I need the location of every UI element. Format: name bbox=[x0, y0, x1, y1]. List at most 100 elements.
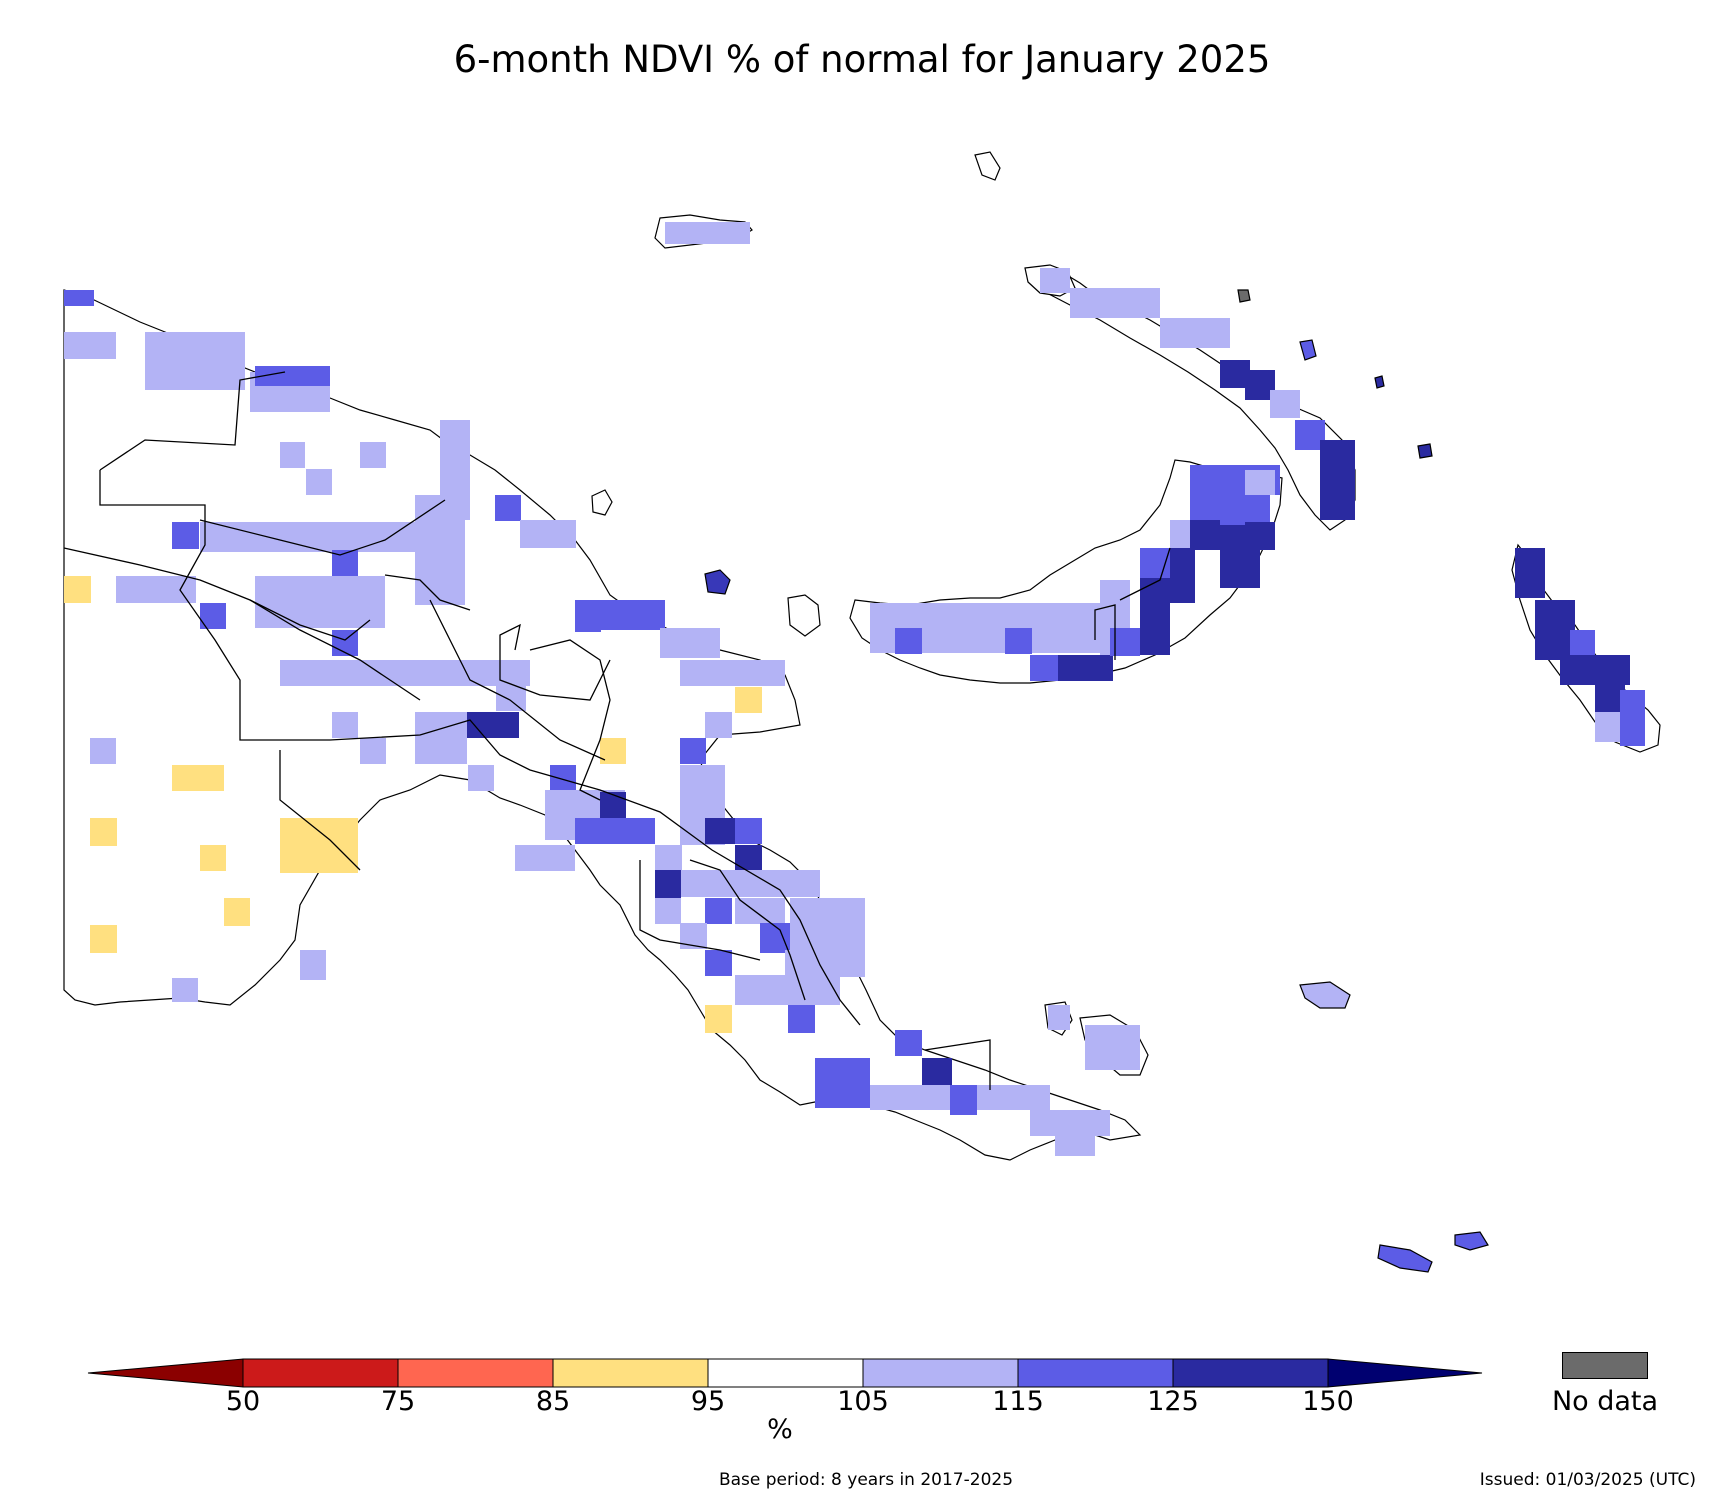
grid-cell bbox=[1320, 440, 1355, 520]
rossel-island bbox=[1454, 1231, 1489, 1251]
colorbar-tick-label: 50 bbox=[225, 1386, 261, 1417]
grid-cell bbox=[332, 712, 358, 738]
grid-cell bbox=[735, 818, 762, 844]
grid-cell bbox=[660, 628, 720, 658]
grid-cell bbox=[90, 818, 117, 846]
grid-cell bbox=[300, 950, 326, 980]
colorbar-tick-label: 125 bbox=[1147, 1386, 1199, 1417]
colorbar-segment bbox=[707, 1358, 864, 1388]
grid-cell bbox=[655, 870, 681, 898]
grid-cell bbox=[172, 522, 199, 549]
grid-cell bbox=[1620, 690, 1645, 712]
grid-cell bbox=[735, 975, 840, 1005]
colorbar-tick-label: 75 bbox=[380, 1386, 416, 1417]
grid-cell bbox=[332, 630, 358, 656]
grid-cell bbox=[705, 818, 735, 844]
mussau-island bbox=[974, 151, 1001, 181]
grid-cell bbox=[496, 685, 526, 711]
colorbar-tick-label: 85 bbox=[535, 1386, 571, 1417]
grid-cell bbox=[665, 222, 750, 244]
feni-island bbox=[1374, 375, 1385, 389]
grid-cell bbox=[495, 495, 521, 521]
grid-cell bbox=[255, 366, 330, 386]
grid-cell bbox=[575, 600, 601, 632]
grid-cell bbox=[280, 660, 530, 686]
ndvi-grid-cells bbox=[64, 222, 1645, 1156]
grid-cell bbox=[1030, 655, 1060, 681]
map-title: 6-month NDVI % of normal for January 202… bbox=[453, 38, 1271, 81]
grid-cell bbox=[1055, 1136, 1095, 1156]
grid-cell bbox=[1070, 288, 1160, 318]
tabar-island bbox=[1237, 289, 1251, 303]
grid-cell bbox=[1190, 495, 1220, 523]
colorbar-segment bbox=[242, 1358, 399, 1388]
grid-cell bbox=[1220, 495, 1270, 525]
grid-cell bbox=[815, 1058, 870, 1108]
grid-cell bbox=[600, 600, 665, 630]
grid-cell bbox=[172, 978, 198, 1002]
colorbar-segment bbox=[862, 1358, 1019, 1388]
nodata-label: No data bbox=[1551, 1386, 1659, 1417]
grid-cell bbox=[680, 870, 820, 897]
colorbar-over-arrow bbox=[1327, 1358, 1483, 1388]
grid-cell bbox=[1058, 655, 1113, 681]
grid-cell bbox=[1245, 470, 1275, 495]
grid-cell bbox=[705, 950, 732, 976]
colorbar-segment bbox=[397, 1358, 554, 1388]
grid-cell bbox=[790, 898, 865, 958]
grid-cell bbox=[1535, 600, 1575, 660]
woodlark-island bbox=[1299, 981, 1351, 1009]
grid-cell bbox=[1245, 522, 1275, 550]
grid-cell bbox=[90, 925, 117, 953]
grid-cell bbox=[1560, 655, 1630, 685]
grid-cell bbox=[520, 520, 576, 548]
grid-cell bbox=[655, 898, 681, 924]
grid-cell bbox=[705, 898, 732, 924]
grid-cell bbox=[680, 738, 706, 764]
grid-cell bbox=[90, 738, 116, 764]
legend-units-label: % bbox=[767, 1414, 793, 1445]
grid-cell bbox=[705, 712, 732, 738]
grid-cell bbox=[680, 660, 785, 686]
grid-cell bbox=[64, 290, 94, 306]
grid-cell bbox=[1085, 1025, 1140, 1070]
grid-cell bbox=[760, 923, 790, 953]
mainland-new-guinea bbox=[63, 289, 1142, 1161]
grid-cell bbox=[895, 1030, 922, 1056]
grid-cell bbox=[467, 712, 519, 738]
grid-cell bbox=[1048, 1005, 1070, 1030]
papua-new-guinea-ndvi-map bbox=[63, 151, 1661, 1273]
grid-cell bbox=[255, 576, 385, 628]
colorbar-under-arrow bbox=[87, 1358, 244, 1388]
long-island bbox=[704, 569, 731, 595]
colorbar-tick-label: 105 bbox=[837, 1386, 889, 1417]
issued-date-note: Issued: 01/03/2025 (UTC) bbox=[1479, 1470, 1696, 1490]
grid-cell bbox=[415, 712, 467, 764]
grid-cell bbox=[922, 1058, 952, 1088]
grid-cell bbox=[200, 845, 226, 871]
grid-cell bbox=[306, 469, 332, 495]
grid-cell bbox=[440, 420, 470, 520]
colorbar-tick-label: 150 bbox=[1302, 1386, 1354, 1417]
grid-cell bbox=[64, 576, 91, 603]
province-borders bbox=[63, 371, 1171, 1090]
grid-cell bbox=[600, 792, 626, 818]
grid-cell bbox=[1220, 548, 1260, 588]
grid-cell bbox=[1030, 1110, 1110, 1136]
grid-cell bbox=[788, 1005, 815, 1033]
grid-cell bbox=[1570, 630, 1595, 656]
colorbar-segment bbox=[1017, 1358, 1174, 1388]
grid-cell bbox=[116, 576, 196, 603]
grid-cell bbox=[1620, 712, 1645, 746]
grid-cell bbox=[224, 898, 250, 926]
grid-cell bbox=[705, 1005, 732, 1033]
grid-cell bbox=[550, 765, 576, 791]
umboi-island bbox=[787, 594, 821, 637]
grid-cell bbox=[360, 442, 386, 468]
grid-cell bbox=[655, 845, 682, 871]
karkar-island bbox=[591, 489, 613, 516]
grid-cell bbox=[280, 442, 305, 468]
colorbar-tick-label: 115 bbox=[992, 1386, 1044, 1417]
grid-cell bbox=[468, 765, 494, 791]
grid-cell bbox=[895, 628, 922, 654]
